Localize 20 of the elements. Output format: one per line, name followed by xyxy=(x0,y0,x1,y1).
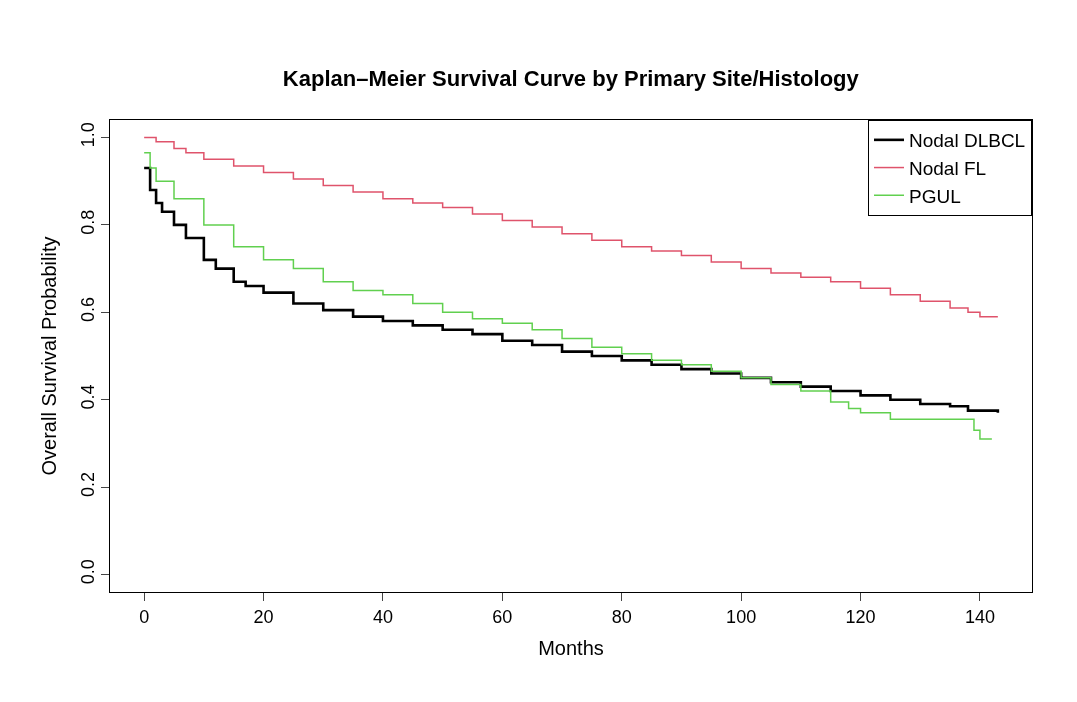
x-axis-title: Months xyxy=(538,637,604,660)
x-tick-label: 80 xyxy=(611,606,632,627)
legend-label: Nodal FL xyxy=(909,157,987,179)
legend-label: PGUL xyxy=(909,185,961,207)
x-tick-label: 100 xyxy=(726,606,757,627)
y-tick-label: 0.2 xyxy=(77,471,98,497)
x-tick-label: 40 xyxy=(372,606,393,627)
y-tick-label: 0.8 xyxy=(77,209,98,235)
x-tick-label: 60 xyxy=(492,606,513,627)
legend-label: Nodal DLBCL xyxy=(909,130,1026,152)
y-tick-label: 0.6 xyxy=(77,297,98,323)
y-tick-label: 0.4 xyxy=(77,384,98,410)
x-tick-label: 120 xyxy=(845,606,876,627)
y-axis-title: Overall Survival Probability xyxy=(38,236,61,476)
chart-title: Kaplan–Meier Survival Curve by Primary Site/Histology xyxy=(282,65,860,91)
y-tick-label: 0.0 xyxy=(77,559,98,585)
y-tick-label: 1.0 xyxy=(77,122,98,148)
x-tick-label: 140 xyxy=(964,606,995,627)
x-tick-label: 0 xyxy=(139,606,150,627)
x-tick-label: 20 xyxy=(253,606,274,627)
